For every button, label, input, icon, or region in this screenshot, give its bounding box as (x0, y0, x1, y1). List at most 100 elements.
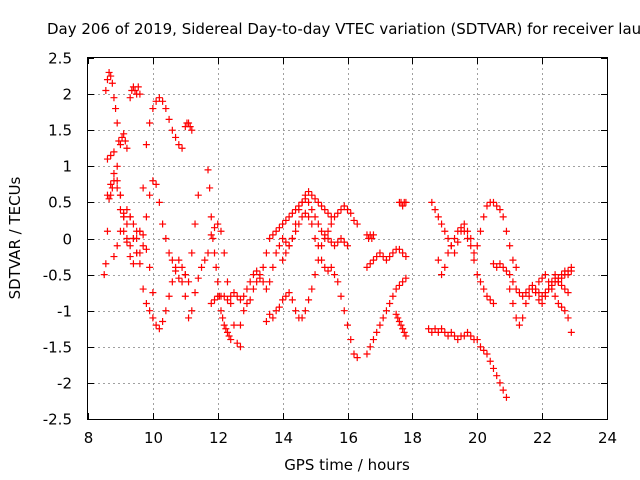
data-point (476, 343, 484, 351)
data-point (347, 336, 355, 344)
data-point (399, 325, 407, 333)
data-point (113, 184, 121, 192)
data-point (305, 296, 313, 304)
data-point (285, 289, 293, 297)
data-point (120, 130, 128, 138)
data-point (129, 235, 137, 242)
data-point (512, 285, 520, 293)
data-point (366, 260, 374, 268)
data-point (112, 105, 120, 113)
data-point (363, 263, 371, 271)
data-point (172, 133, 180, 141)
data-point (262, 285, 270, 293)
data-point (181, 292, 189, 300)
data-point (142, 299, 150, 307)
data-point (502, 393, 510, 401)
data-point (489, 198, 497, 206)
data-point (350, 350, 358, 358)
series-arc12 (204, 166, 235, 344)
data-point (331, 213, 339, 221)
data-point (136, 227, 144, 235)
data-point (211, 296, 219, 304)
data-point (363, 350, 371, 358)
data-marks (100, 68, 575, 401)
data-point (292, 227, 300, 235)
data-point (152, 321, 160, 329)
data-point (204, 166, 212, 174)
data-point (314, 198, 322, 206)
data-point (165, 249, 173, 257)
data-point (288, 209, 296, 217)
data-point (262, 249, 270, 257)
data-point (198, 263, 206, 271)
plot-frame (87, 57, 608, 420)
data-point (480, 346, 488, 354)
data-point (344, 321, 351, 329)
data-point (178, 278, 186, 286)
data-point (279, 235, 287, 242)
data-point (506, 271, 514, 279)
data-point (116, 206, 124, 214)
data-point (400, 328, 408, 336)
x-tick-label: 8 (84, 429, 94, 447)
data-point (376, 321, 384, 329)
data-point (220, 249, 228, 257)
data-point (395, 281, 403, 289)
data-point (243, 299, 251, 307)
data-point (178, 144, 186, 152)
x-tick-label: 24 (598, 429, 617, 447)
data-point (509, 256, 517, 264)
data-point (454, 238, 462, 246)
data-point (149, 289, 157, 297)
series-arc15 (262, 220, 335, 326)
data-point (142, 245, 150, 253)
data-point (431, 206, 439, 214)
data-point (188, 126, 196, 134)
data-point (441, 227, 449, 235)
data-point (162, 105, 170, 113)
data-point (123, 238, 131, 246)
data-point (389, 249, 397, 257)
data-point (402, 274, 410, 282)
series-arc4 (126, 83, 144, 102)
data-point (152, 180, 160, 188)
data-point (129, 220, 137, 228)
data-point (136, 249, 144, 257)
data-point (165, 115, 173, 123)
data-point (441, 328, 449, 336)
data-point (473, 336, 481, 344)
series-arc11 (185, 220, 244, 351)
data-point (480, 285, 488, 293)
data-point (538, 274, 546, 282)
data-point (483, 202, 491, 210)
data-point (314, 220, 322, 228)
data-point (149, 177, 157, 185)
data-point (253, 267, 261, 275)
data-point (324, 267, 332, 275)
data-point (217, 227, 225, 235)
data-point (506, 242, 514, 250)
data-point (282, 292, 290, 300)
data-point (103, 191, 111, 199)
data-point (438, 220, 446, 228)
x-tick-label: 18 (403, 429, 422, 447)
data-point (102, 86, 110, 94)
series-arc18 (363, 245, 410, 271)
data-point (188, 307, 196, 315)
data-point (149, 314, 157, 322)
data-point (499, 386, 507, 394)
data-point (305, 213, 313, 221)
data-point (236, 343, 244, 351)
data-point (318, 256, 326, 264)
data-point (369, 231, 377, 239)
data-point (515, 321, 523, 329)
data-point (206, 184, 214, 192)
data-point (139, 285, 147, 293)
data-point (120, 227, 128, 235)
data-point (489, 260, 497, 268)
data-point (395, 245, 403, 253)
series-arc5 (103, 170, 189, 333)
data-point (115, 137, 123, 145)
data-point (512, 263, 520, 271)
axis-ticks (88, 58, 608, 420)
